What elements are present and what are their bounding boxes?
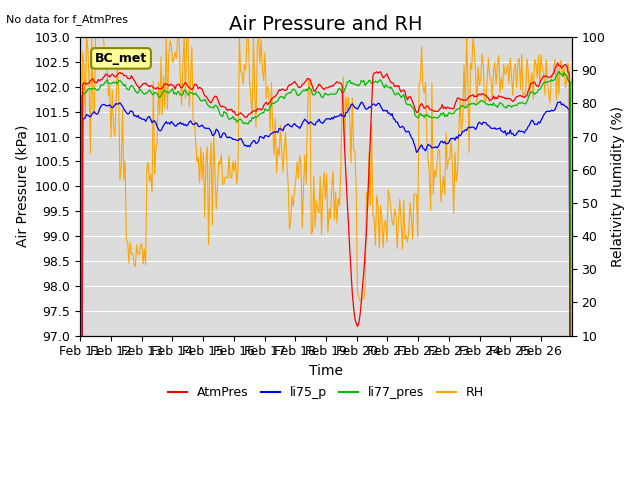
Y-axis label: Air Pressure (kPa): Air Pressure (kPa) <box>15 125 29 248</box>
Legend: AtmPres, li75_p, li77_pres, RH: AtmPres, li75_p, li77_pres, RH <box>163 381 489 404</box>
Y-axis label: Relativity Humidity (%): Relativity Humidity (%) <box>611 106 625 267</box>
X-axis label: Time: Time <box>309 364 343 378</box>
Text: No data for f_AtmPres: No data for f_AtmPres <box>6 14 129 25</box>
Title: Air Pressure and RH: Air Pressure and RH <box>229 15 423 34</box>
Text: BC_met: BC_met <box>95 52 147 65</box>
